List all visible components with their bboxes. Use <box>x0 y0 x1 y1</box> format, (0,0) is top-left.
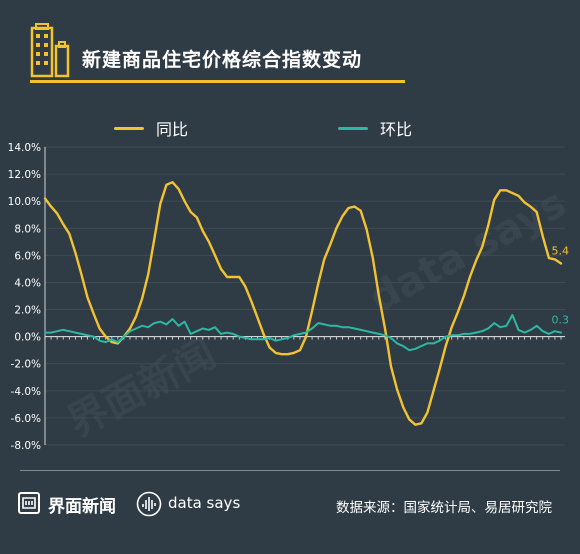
end-value-label-mom: 0.3 <box>552 314 570 327</box>
axis-layer: 14.0% 12.0% 10.0% 8.0% 6.0% 4.0% 2.0% 0.0% -2.0%… <box>8 142 565 452</box>
legend-swatch-yoy <box>114 126 144 130</box>
line-chart: 14.0% 12.0% 10.0% 8.0% 6.0% 4.0% 2.0% 0.0% -2.0%… <box>8 142 570 452</box>
legend-swatch-mom <box>338 126 368 130</box>
y-tick-label: 14.0% <box>8 142 41 154</box>
title-underline <box>30 80 405 83</box>
data-says-label: data says <box>168 494 241 512</box>
legend-item-yoy: 同比 <box>114 118 189 139</box>
legend-label-yoy: 同比 <box>156 120 189 139</box>
y-tick-label: 6.0% <box>14 250 41 262</box>
y-tick-label: -6.0% <box>11 413 41 425</box>
chart-title: 新建商品住宅价格综合指数变动 <box>82 49 363 71</box>
jiemian-logo-icon <box>18 492 40 514</box>
buildings-icon <box>30 23 70 78</box>
y-tick-label: -2.0% <box>11 359 41 371</box>
y-tick-label: 4.0% <box>14 277 41 289</box>
y-tick-label: 0.0% <box>14 332 41 344</box>
series-line-mom <box>44 314 562 352</box>
label-layer: 5.4 0.3 <box>552 244 570 326</box>
chart-header: 新建商品住宅价格综合指数变动 <box>20 22 405 84</box>
legend-label-mom: 环比 <box>380 120 413 139</box>
data-says-logo-icon <box>136 491 162 517</box>
y-tick-label: 2.0% <box>14 305 41 317</box>
footer-divider <box>20 470 560 471</box>
legend-item-mom: 环比 <box>338 118 413 139</box>
end-value-label-yoy: 5.4 <box>552 244 570 257</box>
grid-layer <box>45 146 565 446</box>
y-tick-label: 12.0% <box>8 169 41 181</box>
y-tick-label: -4.0% <box>11 386 41 398</box>
y-tick-label: -8.0% <box>11 440 41 452</box>
series-line-yoy <box>43 180 563 426</box>
y-tick-label: 10.0% <box>8 196 41 208</box>
y-tick-label: 8.0% <box>14 223 41 235</box>
data-source: 数据来源：国家统计局、易居研究院 <box>336 500 552 516</box>
brand-name: 界面新闻 <box>48 497 116 517</box>
series-layer <box>43 180 563 426</box>
